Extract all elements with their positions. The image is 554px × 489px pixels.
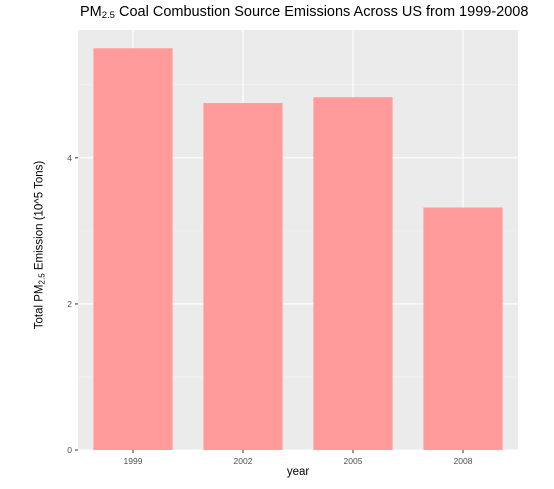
bar-1999 bbox=[93, 48, 173, 451]
x-tick-label: 2002 bbox=[234, 456, 253, 466]
y-tick-label: 2 bbox=[67, 299, 72, 309]
chart-title: PM2.5 Coal Combustion Source Emissions A… bbox=[80, 4, 529, 21]
x-tick-label: 1999 bbox=[124, 456, 143, 466]
x-axis-label: year bbox=[286, 466, 310, 478]
x-tick-label: 2008 bbox=[454, 456, 473, 466]
y-tick-label: 0 bbox=[67, 445, 72, 455]
y-tick-label: 4 bbox=[67, 153, 72, 163]
bar-2008 bbox=[423, 207, 503, 450]
bar-2002 bbox=[203, 103, 283, 450]
bar-2005 bbox=[313, 97, 393, 450]
x-tick-label: 2005 bbox=[344, 456, 363, 466]
